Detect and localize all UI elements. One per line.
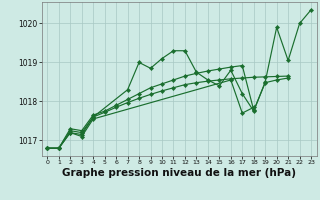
X-axis label: Graphe pression niveau de la mer (hPa): Graphe pression niveau de la mer (hPa) — [62, 168, 296, 178]
